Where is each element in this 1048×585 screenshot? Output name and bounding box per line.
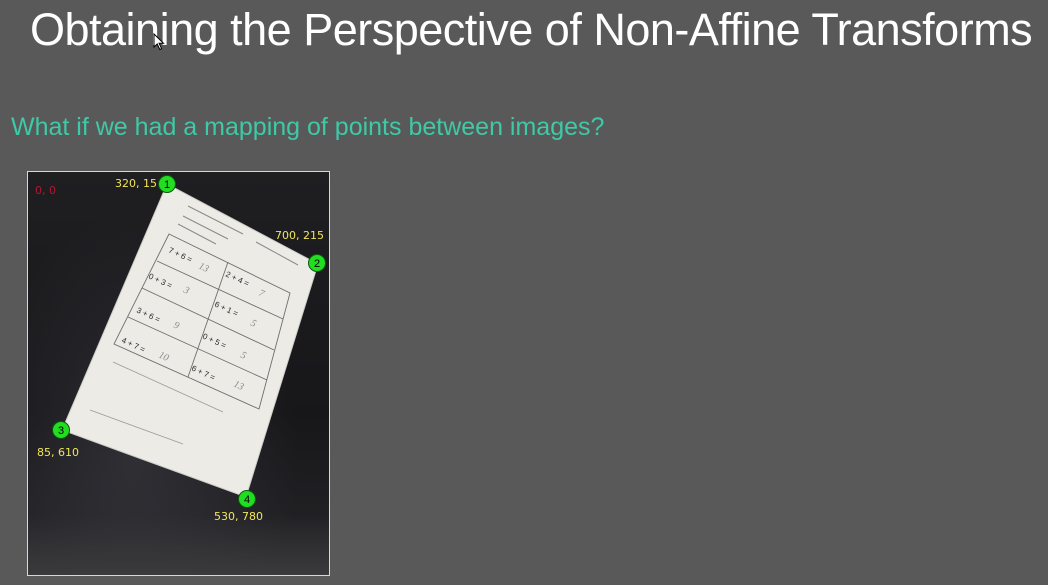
point-3-coords: 85, 610 <box>37 446 79 459</box>
point-2-coords: 700, 215 <box>275 229 324 242</box>
point-1-marker: 1 <box>158 175 176 193</box>
origin-label: 0, 0 <box>35 184 56 197</box>
answer-left-2: 3 <box>181 284 191 297</box>
answer-right-4: 13 <box>232 379 246 393</box>
answer-left-4: 10 <box>157 350 171 364</box>
floor-area <box>28 515 329 575</box>
worksheet-photo: 7 + 6 = 0 + 3 = 3 + 6 = 4 + 7 = 13 3 9 1… <box>27 171 330 576</box>
point-2-marker: 2 <box>308 254 326 272</box>
answer-right-3: 5 <box>239 350 248 362</box>
slide-title: Obtaining the Perspective of Non-Affine … <box>30 4 1033 55</box>
slide-subtitle: What if we had a mapping of points betwe… <box>11 113 605 141</box>
answer-right-1: 7 <box>257 288 267 301</box>
point-4-coords: 530, 780 <box>214 510 263 523</box>
mouse-pointer-icon <box>153 33 165 51</box>
answer-right-2: 5 <box>249 318 258 330</box>
worksheet-paper: 7 + 6 = 0 + 3 = 3 + 6 = 4 + 7 = 13 3 9 1… <box>61 183 319 498</box>
point-1-coords: 320, 15 <box>115 177 157 190</box>
point-3-marker: 3 <box>52 421 70 439</box>
answer-left-1: 13 <box>197 261 211 275</box>
answer-left-3: 9 <box>172 320 181 332</box>
point-4-marker: 4 <box>238 490 256 508</box>
